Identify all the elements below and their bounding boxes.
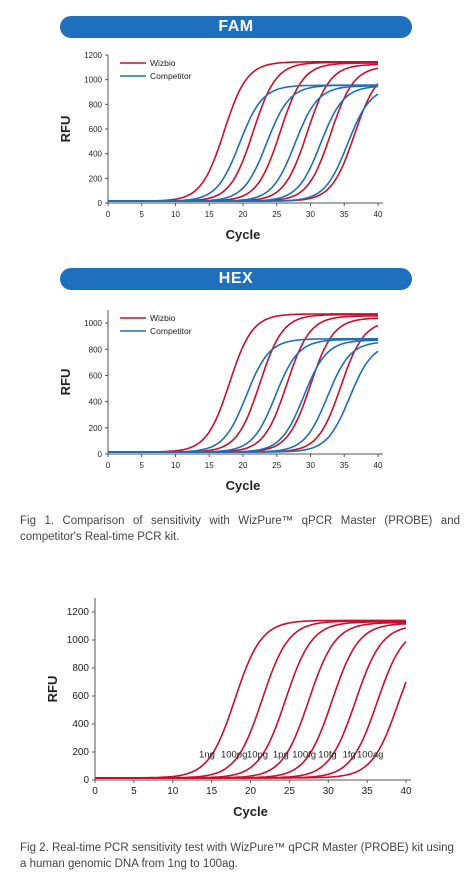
y-tick-label: 800	[72, 663, 89, 674]
x-tick-label: 35	[340, 210, 349, 219]
x-tick-label: 10	[167, 786, 179, 797]
series-line-1-4	[108, 93, 379, 202]
annotation-1: 100pg	[221, 750, 247, 761]
fam-chart: 0 5 10 15 20 25 30 35 40020040060080010001200Cyc…	[58, 51, 383, 242]
x-tick-label: 5	[131, 786, 137, 797]
x-tick-label: 15	[206, 786, 218, 797]
series-line-1-0	[108, 84, 378, 202]
series-line-7-0	[95, 681, 407, 779]
series-line-0-1	[108, 313, 378, 453]
y-tick-label: 600	[89, 125, 103, 134]
y-axis-label: RFU	[58, 369, 73, 396]
y-tick-label: 400	[89, 398, 103, 407]
y-tick-label: 1000	[84, 319, 102, 328]
x-tick-label: 20	[239, 461, 248, 470]
y-tick-label: 0	[98, 450, 103, 459]
y-tick-label: 600	[89, 371, 103, 380]
x-tick-label: 15	[205, 210, 214, 219]
x-tick-label: 30	[306, 461, 315, 470]
hex-chart: 0 5 10 15 20 25 30 35 4002004006008001000CycleRF…	[58, 310, 383, 493]
x-axis-label: Cycle	[226, 227, 261, 242]
x-tick-label: 10	[171, 210, 180, 219]
series-line-1-1	[108, 84, 378, 202]
y-tick-label: 200	[72, 747, 89, 758]
x-tick-label: 25	[272, 210, 281, 219]
series-line-1-3	[108, 85, 379, 202]
y-tick-label: 800	[89, 100, 103, 109]
y-tick-label: 0	[83, 775, 89, 786]
series-line-1-2	[108, 85, 378, 202]
y-tick-label: 0	[98, 199, 103, 208]
x-tick-label: 20	[239, 210, 248, 219]
x-tick-label: 30	[323, 786, 335, 797]
x-tick-label: 10	[171, 461, 180, 470]
x-tick-label: 40	[374, 210, 383, 219]
y-tick-label: 400	[72, 719, 89, 730]
y-axis-label: RFU	[45, 676, 60, 703]
annotation-2: 10pg	[247, 750, 268, 761]
y-tick-label: 800	[89, 345, 103, 354]
x-tick-label: 30	[306, 210, 315, 219]
figure-1-caption: Fig 1. Comparison of sensitivity with Wi…	[20, 515, 460, 543]
hex-banner: HEX	[60, 268, 412, 290]
annotation-0: 1ng	[199, 750, 215, 761]
annotation-6: 1fg	[343, 750, 356, 761]
y-tick-label: 200	[89, 174, 103, 183]
y-tick-label: 1200	[84, 51, 102, 60]
x-tick-label: 20	[245, 786, 257, 797]
series-line-0-5	[108, 83, 379, 202]
x-tick-label: 35	[340, 461, 349, 470]
x-tick-label: 25	[284, 786, 296, 797]
series-line-0-2	[108, 315, 378, 453]
y-tick-label: 400	[89, 150, 103, 159]
x-axis-label: Cycle	[233, 804, 268, 819]
legend-label-1: Competitor	[150, 71, 192, 81]
x-tick-label: 5	[140, 210, 145, 219]
y-tick-label: 1200	[67, 607, 90, 618]
x-tick-label: 0	[106, 210, 111, 219]
annotation-3: 1pg	[273, 750, 289, 761]
y-tick-label: 1000	[84, 76, 102, 85]
annotation-7: 100ag	[357, 750, 383, 761]
series-line-0-0	[108, 313, 378, 453]
annotation-5: 10fg	[318, 750, 337, 761]
x-tick-label: 40	[400, 786, 412, 797]
y-tick-label: 600	[72, 691, 89, 702]
y-axis-label: RFU	[58, 116, 73, 143]
annotation-4: 100fg	[292, 750, 316, 761]
sensitivity-chart: 0 5 10 15 20 25 30 35 40020040060080010001200Cyc…	[45, 598, 412, 819]
x-tick-label: 0	[92, 786, 98, 797]
y-tick-label: 1000	[67, 635, 90, 646]
series-line-0-0	[108, 61, 378, 202]
x-tick-label: 15	[205, 461, 214, 470]
x-tick-label: 0	[106, 461, 111, 470]
legend-label-0: Wizbio	[150, 313, 176, 323]
legend-label-1: Competitor	[150, 326, 192, 336]
x-axis-label: Cycle	[226, 478, 261, 493]
y-tick-label: 200	[89, 424, 103, 433]
x-tick-label: 40	[374, 461, 383, 470]
x-tick-label: 5	[140, 461, 145, 470]
series-line-1-4	[108, 350, 379, 453]
fam-banner: FAM	[60, 16, 412, 38]
x-tick-label: 35	[362, 786, 374, 797]
figure-2-caption: Fig 2. Real-time PCR sensitivity test wi…	[20, 842, 454, 870]
legend-label-0: Wizbio	[150, 58, 176, 68]
series-line-0-4	[108, 324, 379, 453]
x-tick-label: 25	[272, 461, 281, 470]
